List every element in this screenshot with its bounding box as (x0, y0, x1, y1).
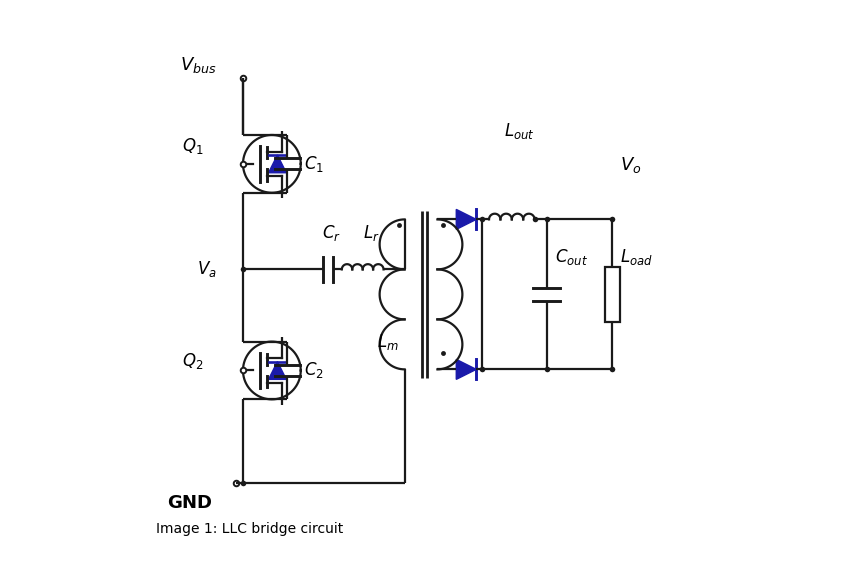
Polygon shape (457, 360, 476, 379)
Text: $Q_1$: $Q_1$ (181, 136, 203, 156)
Polygon shape (457, 209, 476, 229)
Text: $L_{oad}$: $L_{oad}$ (620, 247, 653, 267)
Text: $V_{bus}$: $V_{bus}$ (180, 55, 216, 75)
Bar (605, 267, 620, 321)
Text: $L_m$: $L_m$ (377, 332, 398, 352)
Text: $\mathbf{GND}$: $\mathbf{GND}$ (167, 494, 213, 512)
Text: $C_2$: $C_2$ (303, 361, 324, 380)
Text: $Q_2$: $Q_2$ (181, 351, 203, 371)
Text: $L_r$: $L_r$ (363, 223, 379, 243)
Polygon shape (268, 362, 286, 379)
Text: $V_o$: $V_o$ (620, 155, 641, 175)
Text: $L_{out}$: $L_{out}$ (504, 121, 534, 140)
Text: $C_1$: $C_1$ (303, 154, 324, 174)
Text: $C_r$: $C_r$ (322, 223, 340, 243)
Text: $V_a$: $V_a$ (197, 259, 217, 279)
Text: $C_{out}$: $C_{out}$ (555, 247, 588, 266)
Polygon shape (268, 155, 286, 173)
Text: Image 1: LLC bridge circuit: Image 1: LLC bridge circuit (156, 522, 343, 536)
